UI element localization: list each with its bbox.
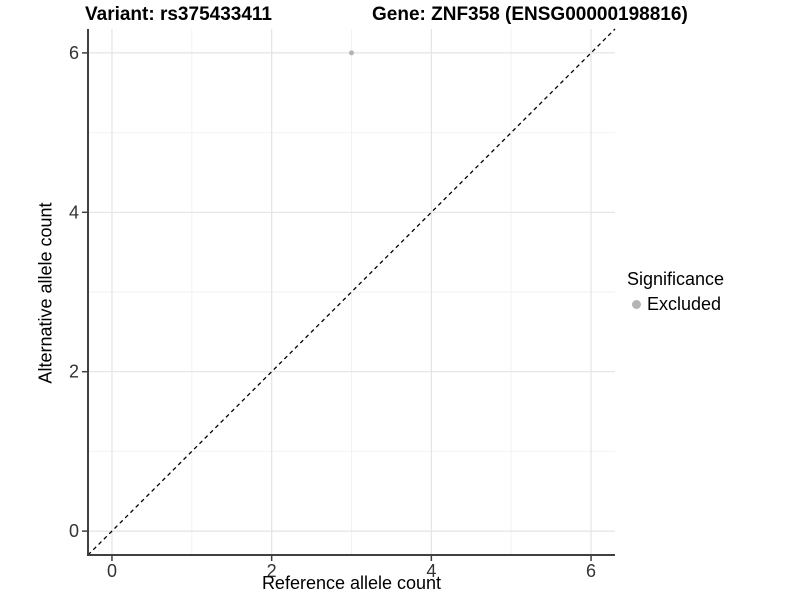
legend-title: Significance [627,269,725,289]
y-tick-label: 0 [69,521,79,541]
plot-title-variant: Variant: rs375433411 [85,4,272,25]
legend-item-excluded: Excluded [627,294,724,314]
y-axis-title: Alternative allele count [35,202,56,384]
x-tick-label: 4 [426,561,436,581]
data-point-excluded [349,50,354,56]
excluded-point-icon [632,299,641,309]
y-tick-label: 2 [69,362,79,382]
x-tick-label: 2 [267,561,277,581]
y-tick-label: 4 [69,202,79,222]
x-tick-label: 6 [586,561,596,581]
y-tick-label: 6 [69,43,79,63]
legend-item-label: Excluded [647,294,722,314]
x-tick-label: 0 [107,561,117,581]
legend: Significance Excluded [627,268,724,314]
x-axis-title: Reference allele count [261,573,442,593]
plot-title-gene: Gene: ZNF358 (ENSG00000198816) [372,4,688,25]
